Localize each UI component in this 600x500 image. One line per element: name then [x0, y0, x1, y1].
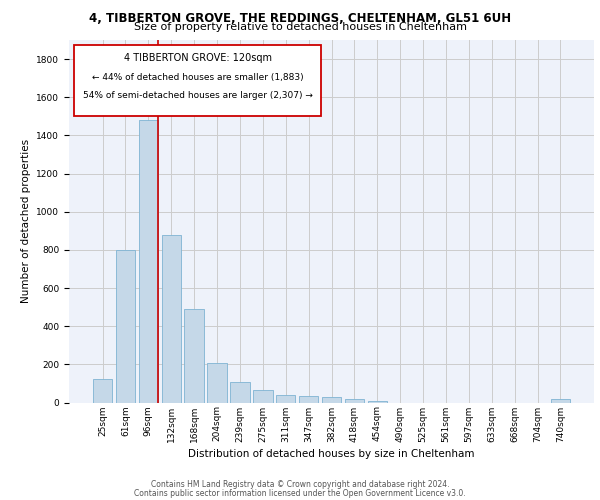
Text: ← 44% of detached houses are smaller (1,883): ← 44% of detached houses are smaller (1,…: [92, 72, 304, 82]
Y-axis label: Number of detached properties: Number of detached properties: [21, 139, 31, 304]
Bar: [184, 309, 204, 402]
Bar: [368, 400, 387, 402]
Bar: [93, 378, 112, 402]
FancyBboxPatch shape: [74, 46, 321, 116]
Bar: [322, 397, 341, 402]
Text: 54% of semi-detached houses are larger (2,307) →: 54% of semi-detached houses are larger (…: [83, 91, 313, 100]
Bar: [253, 390, 272, 402]
Text: Size of property relative to detached houses in Cheltenham: Size of property relative to detached ho…: [133, 22, 467, 32]
Bar: [276, 395, 295, 402]
Bar: [344, 398, 364, 402]
Bar: [139, 120, 158, 403]
Text: 4, TIBBERTON GROVE, THE REDDINGS, CHELTENHAM, GL51 6UH: 4, TIBBERTON GROVE, THE REDDINGS, CHELTE…: [89, 12, 511, 26]
Bar: [551, 398, 570, 402]
Bar: [116, 250, 135, 402]
Bar: [161, 234, 181, 402]
Text: Contains HM Land Registry data © Crown copyright and database right 2024.: Contains HM Land Registry data © Crown c…: [151, 480, 449, 489]
Text: Contains public sector information licensed under the Open Government Licence v3: Contains public sector information licen…: [134, 488, 466, 498]
Text: 4 TIBBERTON GROVE: 120sqm: 4 TIBBERTON GROVE: 120sqm: [124, 52, 272, 62]
Bar: [208, 364, 227, 403]
X-axis label: Distribution of detached houses by size in Cheltenham: Distribution of detached houses by size …: [188, 448, 475, 458]
Bar: [230, 382, 250, 402]
Bar: [299, 396, 319, 402]
